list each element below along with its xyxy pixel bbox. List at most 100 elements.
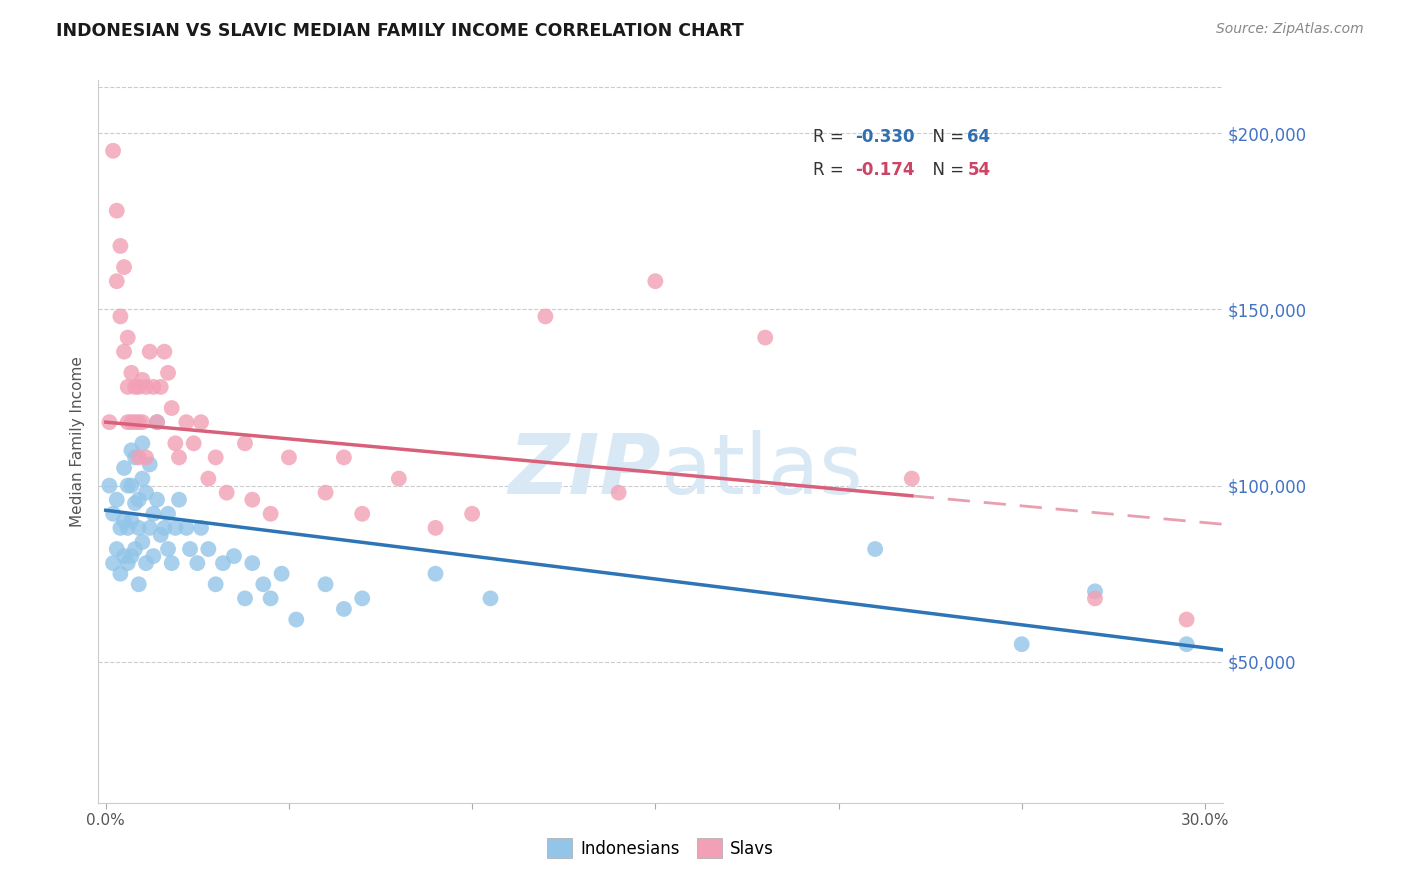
Point <box>128 577 150 591</box>
Point <box>461 507 484 521</box>
Point <box>135 380 157 394</box>
Point <box>112 344 135 359</box>
Point <box>240 492 263 507</box>
Point <box>1175 637 1198 651</box>
Point <box>131 436 153 450</box>
Point <box>120 514 142 528</box>
Point <box>112 461 135 475</box>
Point <box>259 507 281 521</box>
Point <box>607 485 630 500</box>
Point <box>117 521 139 535</box>
Point <box>128 450 150 465</box>
Point <box>1175 613 1198 627</box>
Point <box>146 492 169 507</box>
Point <box>105 492 128 507</box>
Point <box>1084 591 1107 606</box>
Point <box>110 239 132 253</box>
Point <box>149 528 172 542</box>
Point <box>270 566 292 581</box>
Point <box>204 577 226 591</box>
Point <box>131 415 153 429</box>
Point <box>105 203 128 218</box>
Point <box>233 436 256 450</box>
Point <box>142 507 165 521</box>
Point <box>425 566 447 581</box>
Point <box>138 344 160 359</box>
Point <box>138 521 160 535</box>
Point <box>110 310 132 324</box>
Point <box>98 478 121 492</box>
Point <box>179 542 201 557</box>
Point <box>204 450 226 465</box>
Point <box>101 507 124 521</box>
Point <box>120 443 142 458</box>
Point <box>183 436 205 450</box>
Point <box>233 591 256 606</box>
Point <box>252 577 274 591</box>
Text: R =: R = <box>813 161 849 179</box>
Point <box>176 415 198 429</box>
Text: INDONESIAN VS SLAVIC MEDIAN FAMILY INCOME CORRELATION CHART: INDONESIAN VS SLAVIC MEDIAN FAMILY INCOM… <box>56 22 744 40</box>
Point <box>333 450 356 465</box>
Point <box>142 380 165 394</box>
Text: N =: N = <box>922 128 970 146</box>
Point <box>388 471 411 485</box>
Point <box>352 591 374 606</box>
Point <box>167 450 190 465</box>
Point <box>128 415 150 429</box>
Point <box>117 380 139 394</box>
Point <box>146 415 169 429</box>
Text: N =: N = <box>922 161 970 179</box>
Point <box>160 401 183 415</box>
Text: -0.174: -0.174 <box>855 161 914 179</box>
Point <box>128 492 150 507</box>
Point <box>120 549 142 563</box>
Point <box>160 556 183 570</box>
Point <box>212 556 235 570</box>
Point <box>117 415 139 429</box>
Point <box>240 556 263 570</box>
Point <box>117 330 139 344</box>
Point <box>176 521 198 535</box>
Point <box>124 496 146 510</box>
Point <box>117 556 139 570</box>
Point <box>315 577 337 591</box>
Point <box>117 478 139 492</box>
Text: 64: 64 <box>967 128 990 146</box>
Point <box>1084 584 1107 599</box>
Point <box>112 260 135 274</box>
Point <box>901 471 924 485</box>
Point <box>120 415 142 429</box>
Y-axis label: Median Family Income: Median Family Income <box>69 356 84 527</box>
Point <box>142 549 165 563</box>
Point <box>534 310 557 324</box>
Point <box>138 458 160 472</box>
Point <box>131 373 153 387</box>
Point <box>315 485 337 500</box>
Text: atlas: atlas <box>661 430 862 511</box>
Point <box>149 380 172 394</box>
Point <box>167 492 190 507</box>
Text: 54: 54 <box>967 161 990 179</box>
Point <box>278 450 301 465</box>
Legend: Indonesians, Slavs: Indonesians, Slavs <box>538 830 783 867</box>
Point <box>105 274 128 288</box>
Point <box>157 542 180 557</box>
Point <box>135 556 157 570</box>
Point <box>425 521 447 535</box>
Point <box>110 521 132 535</box>
Point <box>101 556 124 570</box>
Point <box>157 507 180 521</box>
Point <box>101 144 124 158</box>
Text: Source: ZipAtlas.com: Source: ZipAtlas.com <box>1216 22 1364 37</box>
Point <box>110 566 132 581</box>
Point <box>190 415 212 429</box>
Text: ZIP: ZIP <box>508 430 661 511</box>
Point <box>124 542 146 557</box>
Text: -0.330: -0.330 <box>855 128 914 146</box>
Point <box>146 415 169 429</box>
Point <box>157 366 180 380</box>
Point <box>197 471 219 485</box>
Point <box>131 471 153 485</box>
Point <box>128 380 150 394</box>
